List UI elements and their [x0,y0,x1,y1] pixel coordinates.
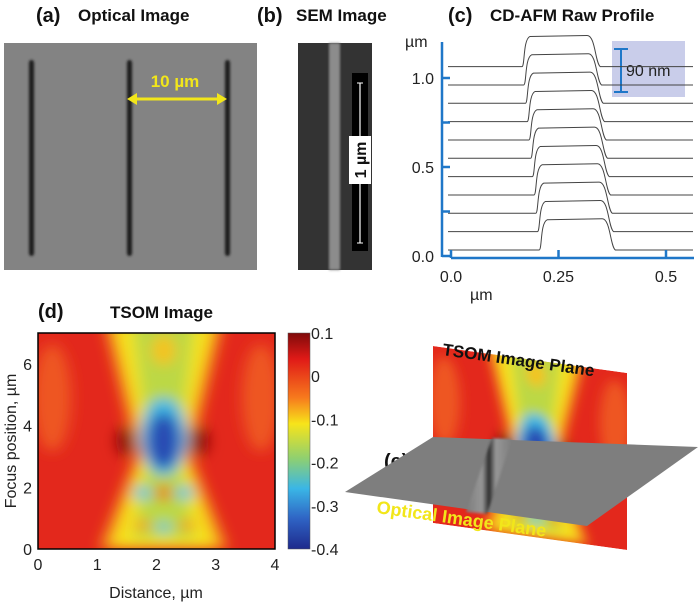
y-tick-label: 1.0 [412,71,434,88]
panel-d-letter: (d) [38,301,64,323]
y-tick-label: 2 [23,480,32,497]
scale-arrow-icon [127,93,227,105]
profile-trace [448,199,693,233]
panel-a: (a) Optical Image 10 µm [4,5,257,270]
y-tick-label: 0.5 [412,160,434,177]
panel-c-title: CD-AFM Raw Profile [490,6,654,25]
profile-trace [448,126,693,159]
x-axis-label: µm [470,287,493,304]
inset-label: 90 nm [626,63,670,80]
inset-box [612,41,685,97]
tsom-heatmap [33,322,279,549]
optical-lines [29,60,230,256]
panel-a-title: Optical Image [78,6,189,25]
optical-image-plane [345,437,698,526]
colorbar-tick-label: 0.1 [311,326,333,343]
colorbar-tick-label: -0.1 [311,412,339,429]
y-axis-label: Focus position, µm [3,374,20,509]
profile-trace [448,34,693,68]
scale-label-1um: 1 µm [353,142,370,179]
panel-b-title: SEM Image [296,6,387,25]
heatmap-ticks: 0 1 2 3 4 0 2 4 6 [23,357,279,574]
x-tick-label: 4 [271,557,280,574]
profile-trace [448,144,693,178]
panel-b: (b) SEM Image 1 µm [257,5,387,270]
colorbar-tick-label: -0.3 [311,499,339,516]
panel-d: (d) TSOM Image 0 1 2 3 4 0 2 4 6 0.1 0 -0.1 -0.2 -0.… [3,301,339,602]
panel-b-letter: (b) [257,5,283,27]
x-tick-label: 0.25 [543,269,574,286]
panel-a-letter: (a) [36,5,60,27]
x-tick-label: 2 [152,557,161,574]
colorbar-tick-label: -0.4 [311,542,339,559]
scale-label-10um: 10 µm [151,72,200,91]
x-tick-label: 3 [211,557,220,574]
panel-c: (c) CD-AFM Raw Profile µm 90 nm 0.0 0.5 1.… [405,5,694,304]
x-tick-label: 1 [93,557,102,574]
profile-trace [448,53,693,86]
panel-e: (e) TSOM Image Plane Optical Image Plane [345,337,698,551]
profile-trace [448,181,693,214]
colorbar-tick-label: 0 [311,369,320,386]
y-tick-label: 0 [23,542,32,559]
colorbar-ticks: 0.1 0 -0.1 -0.2 -0.3 -0.4 [311,326,339,559]
profile-trace [448,71,693,104]
x-tick-label: 0.0 [440,269,462,286]
profile-trace [448,108,693,141]
colorbar-tick-label: -0.2 [311,456,339,473]
panel-c-letter: (c) [448,5,472,27]
x-tick-label: 0.5 [655,269,677,286]
colorbar [287,332,311,550]
profile-trace [448,89,693,123]
y-tick-label: 4 [23,419,32,436]
y-axis-unit: µm [405,34,428,51]
x-axis-label: Distance, µm [109,585,203,602]
y-tick-label: 0.0 [412,249,434,266]
panel-d-title: TSOM Image [110,303,213,322]
x-tick-label: 0 [34,557,43,574]
y-tick-label: 6 [23,357,32,374]
profile-trace [448,163,693,196]
profile-trace [448,218,693,251]
axes: 0.0 0.5 1.0 0.0 0.25 0.5 [412,42,694,286]
profile-traces [448,34,693,251]
